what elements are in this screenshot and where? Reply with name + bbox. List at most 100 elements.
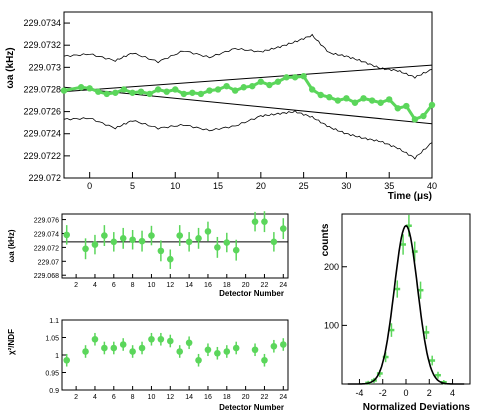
normalized-deviations-xlabel: Normalized Deviations <box>363 402 471 413</box>
y-tick-label: 200 <box>324 262 339 272</box>
y-tick-label: 229.0728 <box>23 84 61 94</box>
chi2-vs-detector-ylabel: χ²/NDF <box>7 329 16 355</box>
data-point <box>166 337 174 345</box>
data-point <box>91 241 99 248</box>
x-tick-label: 4 <box>93 282 97 289</box>
x-tick-label: 14 <box>185 394 193 401</box>
omega-vs-time-data-point <box>120 86 128 93</box>
normalized-deviations-panel: -4 -2 0 2 4 100 200 counts Normalized Deviatio… <box>320 213 471 413</box>
omega-vs-time-data-point <box>420 112 427 120</box>
x-tick-label: 0 <box>403 388 408 398</box>
normalized-deviations-frame <box>341 213 471 385</box>
data-point <box>129 236 136 244</box>
data-point <box>138 344 146 352</box>
omega-vs-time-data-point <box>257 78 265 85</box>
y-tick-label: 229.074 <box>34 231 59 238</box>
data-point <box>279 341 287 348</box>
data-point <box>148 232 155 239</box>
omega-vs-time-panel: 0 5 10 15 20 25 30 35 40 229.072 229.0722 229.0724 2… <box>5 11 437 202</box>
omega-vs-detector-xlabel: Detector Number <box>219 289 284 298</box>
omega-vs-time-fit-lines <box>63 64 433 125</box>
data-point <box>195 235 202 242</box>
error-band-upper <box>63 33 433 79</box>
omega-vs-time-data-point <box>428 101 436 109</box>
y-tick-label: 0.9 <box>49 388 59 395</box>
omega-vs-time-data-point <box>77 84 85 91</box>
normalized-deviations-ylabel: counts <box>320 223 331 256</box>
x-tick-label: 40 <box>427 181 437 191</box>
omega-vs-time-data-point <box>343 95 350 102</box>
x-tick-label: 6 <box>112 394 116 401</box>
data-point <box>261 218 268 225</box>
omega-vs-detector-panel: 2 4 6 8 10 12 14 16 18 20 22 24229.068229.07229.072… <box>7 211 289 298</box>
omega-vs-time-error-band <box>63 33 433 160</box>
data-point <box>176 232 184 239</box>
data-point <box>166 255 174 263</box>
data-point <box>157 335 165 343</box>
omega-vs-time-data-point <box>386 96 393 103</box>
data-point <box>185 238 193 246</box>
data-point <box>119 341 127 348</box>
x-tick-label: 20 <box>242 282 250 289</box>
x-tick-label: 20 <box>242 394 250 401</box>
omega-vs-time-data-point <box>283 74 290 81</box>
omega-vs-time-data-point <box>368 97 376 104</box>
data-point <box>110 344 118 352</box>
omega-vs-time-ylabel: ωa (kHz) <box>5 47 16 88</box>
y-tick-label: 229.072 <box>28 173 61 183</box>
data-point <box>63 356 71 364</box>
omega-vs-time-data-point <box>86 85 93 92</box>
omega-vs-time-data-point <box>163 88 170 95</box>
omega-vs-time-data-point <box>360 95 367 102</box>
x-tick-label: 10 <box>170 181 180 191</box>
omega-vs-time-data-point <box>403 102 410 110</box>
omega-vs-time-data-point <box>308 86 316 93</box>
data-point <box>261 356 268 364</box>
x-tick-label: 14 <box>185 282 193 289</box>
omega-vs-time-data-point <box>172 86 179 93</box>
omega-vs-time-data-point <box>180 90 188 98</box>
x-tick-label: 25 <box>299 181 309 191</box>
omega-vs-time-data-point <box>240 84 247 91</box>
data-point <box>91 335 99 343</box>
y-tick-label: 100 <box>324 320 339 330</box>
data-point <box>82 348 89 355</box>
omega-vs-time-data-point <box>266 81 273 89</box>
x-tick-label: 22 <box>261 394 269 401</box>
omega-vs-time-data-point <box>95 88 102 95</box>
error-band-lower <box>63 110 433 160</box>
omega-vs-time-data-point <box>411 116 419 123</box>
x-tick-label: 10 <box>148 394 156 401</box>
x-tick-label: 8 <box>131 282 135 289</box>
omega-vs-time-data-point <box>137 88 145 95</box>
gaussian-fit-curve <box>347 224 465 385</box>
omega-vs-time-data-point <box>206 87 213 94</box>
omega-vs-time-data-point <box>146 90 153 98</box>
omega-vs-time-data-point <box>214 86 222 93</box>
x-tick-label: 18 <box>223 394 231 401</box>
data-point <box>101 344 108 352</box>
x-tick-label: 4 <box>93 394 97 401</box>
omega-vs-time-data-point <box>394 105 401 112</box>
data-point <box>270 238 278 246</box>
y-tick-label: 1.1 <box>49 318 59 325</box>
x-tick-label: 30 <box>341 181 351 191</box>
omega-vs-time-data-points <box>60 72 436 123</box>
omega-vs-time-data-point <box>326 94 333 101</box>
normalized-deviations-histogram <box>365 214 447 385</box>
x-tick-label: 2 <box>74 394 78 401</box>
y-tick-label: 1.05 <box>45 336 59 343</box>
omega-vs-time-data-point <box>351 99 359 106</box>
data-point <box>223 348 231 355</box>
omega-vs-time-data-point <box>154 86 162 93</box>
data-point <box>63 231 71 239</box>
omega-vs-time-ticks: 0 5 10 15 20 25 30 35 40 229.072 229.0722 229.0724 2… <box>23 18 437 191</box>
x-tick-label: 10 <box>148 282 156 289</box>
data-point <box>214 244 221 251</box>
chi2-vs-detector-frame <box>61 319 289 391</box>
omega-vs-time-data-point <box>197 90 205 98</box>
x-tick-label: 18 <box>223 282 231 289</box>
x-tick-label: 35 <box>384 181 394 191</box>
